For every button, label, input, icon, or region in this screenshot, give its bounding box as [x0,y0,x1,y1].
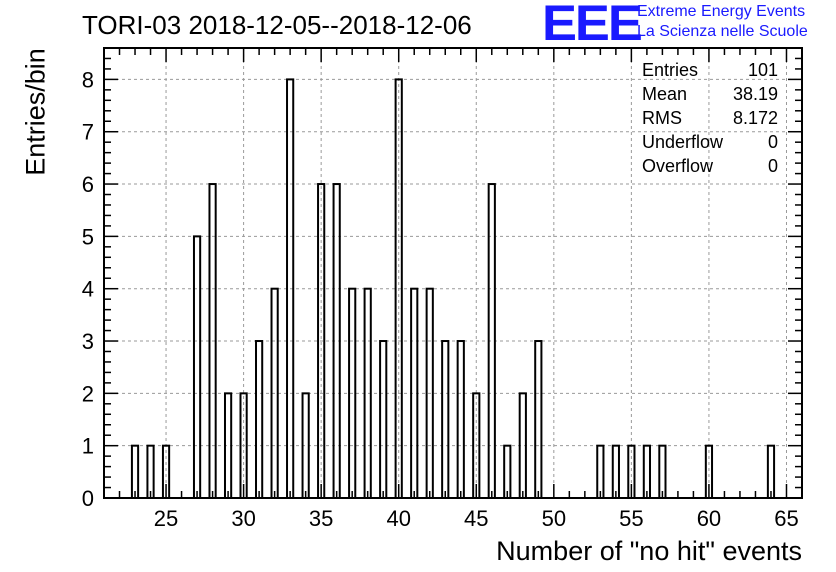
y-tick-label: 5 [82,224,94,249]
histogram-bar [223,392,233,500]
histogram-bar [596,444,605,499]
stats-box: Entries 101 Mean 38.19 RMS 8.172 Underfl… [642,58,778,178]
y-axis-label: Entries/bin [20,48,51,176]
x-tick-label: 25 [154,506,178,531]
stats-row-mean: Mean 38.19 [642,82,778,106]
stats-label: Entries [642,60,699,80]
histogram-bar [456,340,465,499]
chart-title: TORI-03 2018-12-05--2018-12-06 [82,10,472,40]
axes [103,47,803,499]
y-tick-label: 8 [82,67,94,92]
x-tick-label: 60 [697,506,721,531]
histogram-bar [410,287,419,499]
histogram-bar [301,392,310,500]
stats-label: Mean [642,84,688,104]
stats-value: 38.19 [732,84,778,104]
histogram-bar [487,183,496,499]
y-tick-label: 0 [82,486,94,511]
stats-label: Underflow [642,132,724,152]
grid-lines [104,48,802,499]
x-axis-label: Number of "no hit" events [496,536,802,566]
y-tick-label: 6 [82,172,94,197]
logo-text: Extreme Energy Events La Scienza nelle S… [637,2,808,42]
histogram-bar [658,444,667,499]
stats-row-overflow: Overflow 0 [642,154,778,178]
stats-row-underflow: Underflow 0 [642,130,778,154]
stats-value: 101 [747,60,778,80]
histogram-bar [332,183,341,499]
y-tick-label: 1 [82,434,94,459]
histogram-bar [130,444,140,499]
histogram-bar [518,392,527,500]
x-tick-label: 35 [309,506,333,531]
y-tick-label: 3 [82,329,94,354]
stats-value: 8.172 [732,108,778,128]
histogram-bar [441,340,450,499]
x-tick-label: 45 [464,506,488,531]
plot-frame [103,47,803,499]
histogram-bar [766,444,776,499]
stats-value: 0 [767,156,778,176]
x-tick-label: 40 [386,506,410,531]
histogram-bar [611,444,620,499]
histogram-bar [255,340,264,499]
histogram-bar [192,235,202,499]
histogram-bar [503,444,512,499]
eee-logo: EEE [542,0,643,51]
histogram-bar [363,287,372,499]
histogram-bar [534,340,543,499]
x-tick-label: 55 [619,506,643,531]
y-tick-label: 4 [82,277,94,302]
stats-label: Overflow [642,156,714,176]
x-tick-label: 30 [231,506,255,531]
stats-row-rms: RMS 8.172 [642,106,778,130]
logo-line-2: La Scienza nelle Scuole [637,23,808,40]
x-tick-label: 65 [774,506,798,531]
stats-label: RMS [642,108,682,128]
stats-row-entries: Entries 101 [642,58,778,82]
stats-value: 0 [767,132,778,152]
histogram-bar [642,444,651,499]
y-tick-label: 2 [82,381,94,406]
histogram-bar [379,340,388,499]
histogram-bar [146,444,155,499]
logo-line-1: Extreme Energy Events [637,3,806,20]
x-tick-label: 50 [542,506,566,531]
y-tick-label: 7 [82,120,94,145]
